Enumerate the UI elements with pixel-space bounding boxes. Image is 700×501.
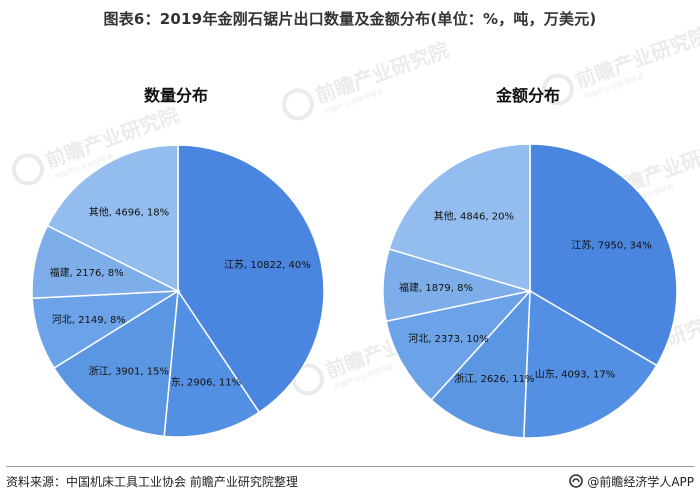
pie-slice — [52, 289, 179, 438]
footer-divider — [6, 466, 694, 467]
brand: @前瞻经济学人APP — [569, 473, 694, 490]
data-label: 福建, 1879, 8% — [399, 281, 473, 294]
pie-slice — [163, 288, 261, 438]
data-label: 河北, 2373, 10% — [408, 333, 488, 345]
pie-title: 金额分布 — [495, 86, 560, 105]
pie-slice — [523, 289, 658, 439]
pie-slice — [529, 143, 678, 367]
pie-slice — [430, 288, 531, 439]
pie-slice — [46, 144, 179, 293]
chart-title: 图表6：2019年金刚石锯片出口数量及金额分布(单位：%，吨，万美元) — [103, 10, 597, 28]
watermark-text: 前瞻产业研究院 — [312, 37, 452, 107]
data-label: 江苏, 10822, 40% — [224, 258, 311, 271]
data-label: 其他, 4696, 18% — [89, 206, 169, 219]
brand-text: @前瞻经济学人APP — [587, 474, 694, 489]
data-label: 山东, 2906, 11% — [161, 376, 241, 389]
data-label: 山东, 4093, 17% — [535, 368, 615, 381]
data-label: 浙江, 2626, 11% — [454, 373, 534, 385]
footer: 资料来源：中国机床工具工业协会 前瞻产业研究院整理 @前瞻经济学人APP — [6, 470, 694, 492]
data-label: 河北, 2149, 8% — [52, 314, 126, 326]
pie-slice — [388, 143, 531, 293]
watermark-logo-icon — [541, 73, 574, 106]
pie-charts: 前瞻产业研究院中国产业咨询领导者前瞻产业研究院中国产业咨询领导者前瞻产业研究院中… — [11, 22, 700, 439]
data-label: 福建, 2176, 8% — [50, 266, 124, 279]
pie-slice — [385, 289, 533, 401]
data-label: 浙江, 3901, 15% — [89, 365, 169, 377]
watermark-logo-icon — [281, 88, 314, 121]
data-label: 其他, 4846, 20% — [434, 210, 514, 223]
data-label: 江苏, 7950, 34% — [571, 238, 651, 251]
watermark-logo-icon — [11, 153, 44, 186]
brand-logo-icon — [569, 474, 584, 488]
source-note: 资料来源：中国机床工具工业协会 前瞻产业研究院整理 — [6, 474, 298, 489]
pie-title: 数量分布 — [144, 86, 208, 105]
